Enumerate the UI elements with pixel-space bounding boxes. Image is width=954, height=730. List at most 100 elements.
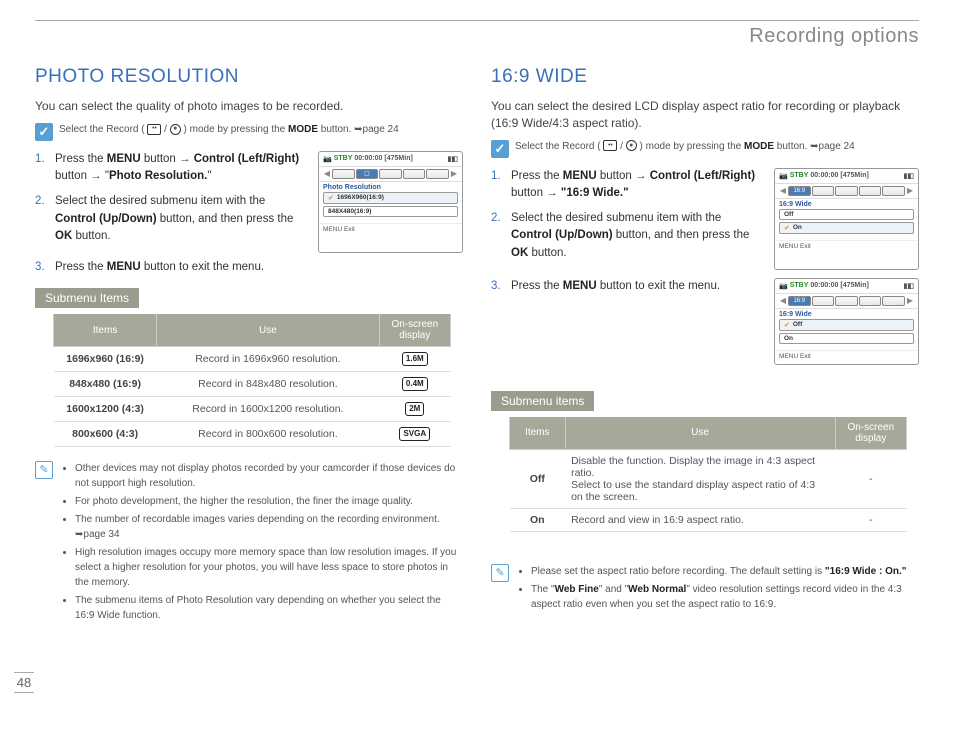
cell: On bbox=[510, 508, 566, 531]
cell: 1696x960 (16:9) bbox=[54, 347, 157, 372]
cell: - bbox=[835, 508, 906, 531]
note-icon: ✎ bbox=[491, 564, 509, 582]
video-mode-icon: •• bbox=[603, 140, 617, 151]
lcd-tab bbox=[835, 296, 858, 306]
display-badge-icon: 2M bbox=[405, 402, 424, 416]
lcd-item: ✔1696X960(16:9) bbox=[323, 192, 458, 204]
right-step-1: 1. Press the MENU button → Control (Left… bbox=[491, 168, 764, 203]
left-precheck-text: Select the Record ( •• / ● ) mode by pre… bbox=[59, 123, 399, 137]
display-badge-icon: SVGA bbox=[399, 427, 430, 441]
left-step-2: 2. Select the desired submenu item with … bbox=[35, 193, 308, 245]
left-step-3-row: 3. Press the MENU button to exit the men… bbox=[35, 259, 463, 276]
table-row: On Record and view in 16:9 aspect ratio.… bbox=[510, 508, 907, 531]
lcd-stby: STBY bbox=[790, 172, 809, 179]
right-arrow-icon: ▶ bbox=[906, 296, 914, 305]
step-body: Press the MENU button to exit the menu. bbox=[55, 259, 264, 276]
left-notes: ✎ Other devices may not display photos r… bbox=[35, 461, 463, 626]
cell: Record in 800x600 resolution. bbox=[157, 422, 379, 447]
lcd-item-label: On bbox=[784, 335, 793, 342]
lcd-statusbar: 📷 STBY 00:00:00 [475Min] ▮◧ bbox=[775, 169, 918, 183]
camera-icon: 📷 bbox=[323, 155, 332, 163]
step-num: 3. bbox=[35, 259, 49, 276]
step-num: 1. bbox=[35, 151, 49, 186]
lcd-tab bbox=[835, 186, 858, 196]
left-table-body: 1696x960 (16:9)Record in 1696x960 resolu… bbox=[54, 347, 451, 447]
left-intro: You can select the quality of photo imag… bbox=[35, 98, 463, 115]
lcd-item: 848X480(16:9) bbox=[323, 206, 458, 217]
camera-icon: 📷 bbox=[779, 282, 788, 290]
left-submenu-tag: Submenu Items bbox=[35, 288, 139, 308]
lcd-tab bbox=[812, 186, 835, 196]
lcd-tabbar: ◀ 16:9 ▶ bbox=[775, 183, 918, 199]
right-step-3: 3. Press the MENU button to exit the men… bbox=[491, 278, 764, 295]
cell: 800x600 (4:3) bbox=[54, 422, 157, 447]
lcd-item-label: 1696X960(16:9) bbox=[337, 194, 384, 201]
precheck-suffix: ) mode by pressing the bbox=[640, 141, 745, 152]
battery-icon: ▮◧ bbox=[904, 282, 914, 290]
precheck-mode: MODE bbox=[288, 124, 318, 135]
precheck-prefix: Select the Record ( bbox=[515, 141, 601, 152]
photo-mode-icon: ● bbox=[170, 124, 181, 135]
step-body: Select the desired submenu item with the… bbox=[511, 210, 764, 262]
lcd-tab bbox=[403, 169, 426, 179]
right-table-body: Off Disable the function. Display the im… bbox=[510, 449, 907, 531]
lcd-tab-active: 16:9 bbox=[788, 186, 811, 196]
top-rule bbox=[35, 20, 919, 21]
left-arrow-icon: ◀ bbox=[323, 169, 331, 178]
left-lcd: 📷 STBY 00:00:00 [475Min] ▮◧ ◀ ▢ ▶ Photo … bbox=[318, 151, 463, 253]
lcd-menu-label: 16:9 Wide bbox=[775, 199, 918, 209]
note-item: The submenu items of Photo Resolution va… bbox=[75, 593, 463, 623]
note-item: Please set the aspect ratio before recor… bbox=[531, 564, 919, 579]
step-body: Press the MENU button → Control (Left/Ri… bbox=[511, 168, 764, 203]
left-step-3: 3. Press the MENU button to exit the men… bbox=[35, 259, 463, 276]
left-step-1: 1. Press the MENU button → Control (Left… bbox=[35, 151, 308, 186]
lcd-tab bbox=[882, 186, 905, 196]
note-item: High resolution images occupy more memor… bbox=[75, 545, 463, 590]
cell: - bbox=[835, 449, 906, 508]
lcd-item-label: On bbox=[793, 224, 802, 231]
note-item: The number of recordable images varies d… bbox=[75, 512, 463, 542]
right-arrow-icon: ▶ bbox=[450, 169, 458, 178]
lcd-footer: MENU Exit bbox=[319, 223, 462, 237]
right-steps-b: 3. Press the MENU button to exit the men… bbox=[491, 278, 764, 365]
left-arrow-icon: ◀ bbox=[779, 296, 787, 305]
right-section-title: 16:9 WIDE bbox=[491, 66, 919, 88]
table-row: 1696x960 (16:9)Record in 1696x960 resolu… bbox=[54, 347, 451, 372]
table-row: Off Disable the function. Display the im… bbox=[510, 449, 907, 508]
lcd-tab bbox=[332, 169, 355, 179]
table-row: 848x480 (16:9)Record in 848x480 resoluti… bbox=[54, 372, 451, 397]
lcd-item: Off bbox=[779, 209, 914, 220]
right-table: Items Use On-screen display Off Disable … bbox=[509, 417, 907, 532]
left-steps-wrap: 1. Press the MENU button → Control (Left… bbox=[35, 151, 463, 253]
right-steps-wrap-1: 1. Press the MENU button → Control (Left… bbox=[491, 168, 919, 270]
right-precheck-text: Select the Record ( •• / ● ) mode by pre… bbox=[515, 140, 855, 154]
table-row: 1600x1200 (4:3)Record in 1600x1200 resol… bbox=[54, 397, 451, 422]
lcd-stby: STBY bbox=[334, 155, 353, 162]
lcd-time: 00:00:00 bbox=[810, 172, 838, 179]
cell: 848x480 (16:9) bbox=[54, 372, 157, 397]
lcd-remain: [475Min] bbox=[840, 282, 868, 289]
lcd-tab bbox=[379, 169, 402, 179]
cell: 1.6M bbox=[379, 347, 450, 372]
right-arrow-icon: ▶ bbox=[906, 186, 914, 195]
step-body: Select the desired submenu item with the… bbox=[55, 193, 308, 245]
cell: Record and view in 16:9 aspect ratio. bbox=[565, 508, 835, 531]
th-use: Use bbox=[565, 417, 835, 450]
step-body: Press the MENU button to exit the menu. bbox=[511, 278, 720, 295]
step-num: 2. bbox=[35, 193, 49, 245]
battery-icon: ▮◧ bbox=[904, 172, 914, 180]
lcd-items: ✔Off On bbox=[775, 319, 918, 350]
lcd-statusbar: 📷 STBY 00:00:00 [475Min] ▮◧ bbox=[319, 152, 462, 166]
lcd-tab bbox=[882, 296, 905, 306]
lcd-statusbar: 📷 STBY 00:00:00 [475Min] ▮◧ bbox=[775, 279, 918, 293]
th-items: Items bbox=[54, 314, 157, 347]
precheck-check-icon: ✓ bbox=[35, 123, 53, 141]
left-steps: 1. Press the MENU button → Control (Left… bbox=[35, 151, 308, 253]
lcd-stby: STBY bbox=[790, 282, 809, 289]
precheck-suffix: ) mode by pressing the bbox=[184, 124, 289, 135]
cell: 1600x1200 (4:3) bbox=[54, 397, 157, 422]
note-item: The "Web Fine" and "Web Normal" video re… bbox=[531, 582, 919, 612]
lcd-items: ✔1696X960(16:9) 848X480(16:9) bbox=[319, 192, 462, 223]
lcd-tab bbox=[812, 296, 835, 306]
page-number: 48 bbox=[14, 672, 34, 693]
